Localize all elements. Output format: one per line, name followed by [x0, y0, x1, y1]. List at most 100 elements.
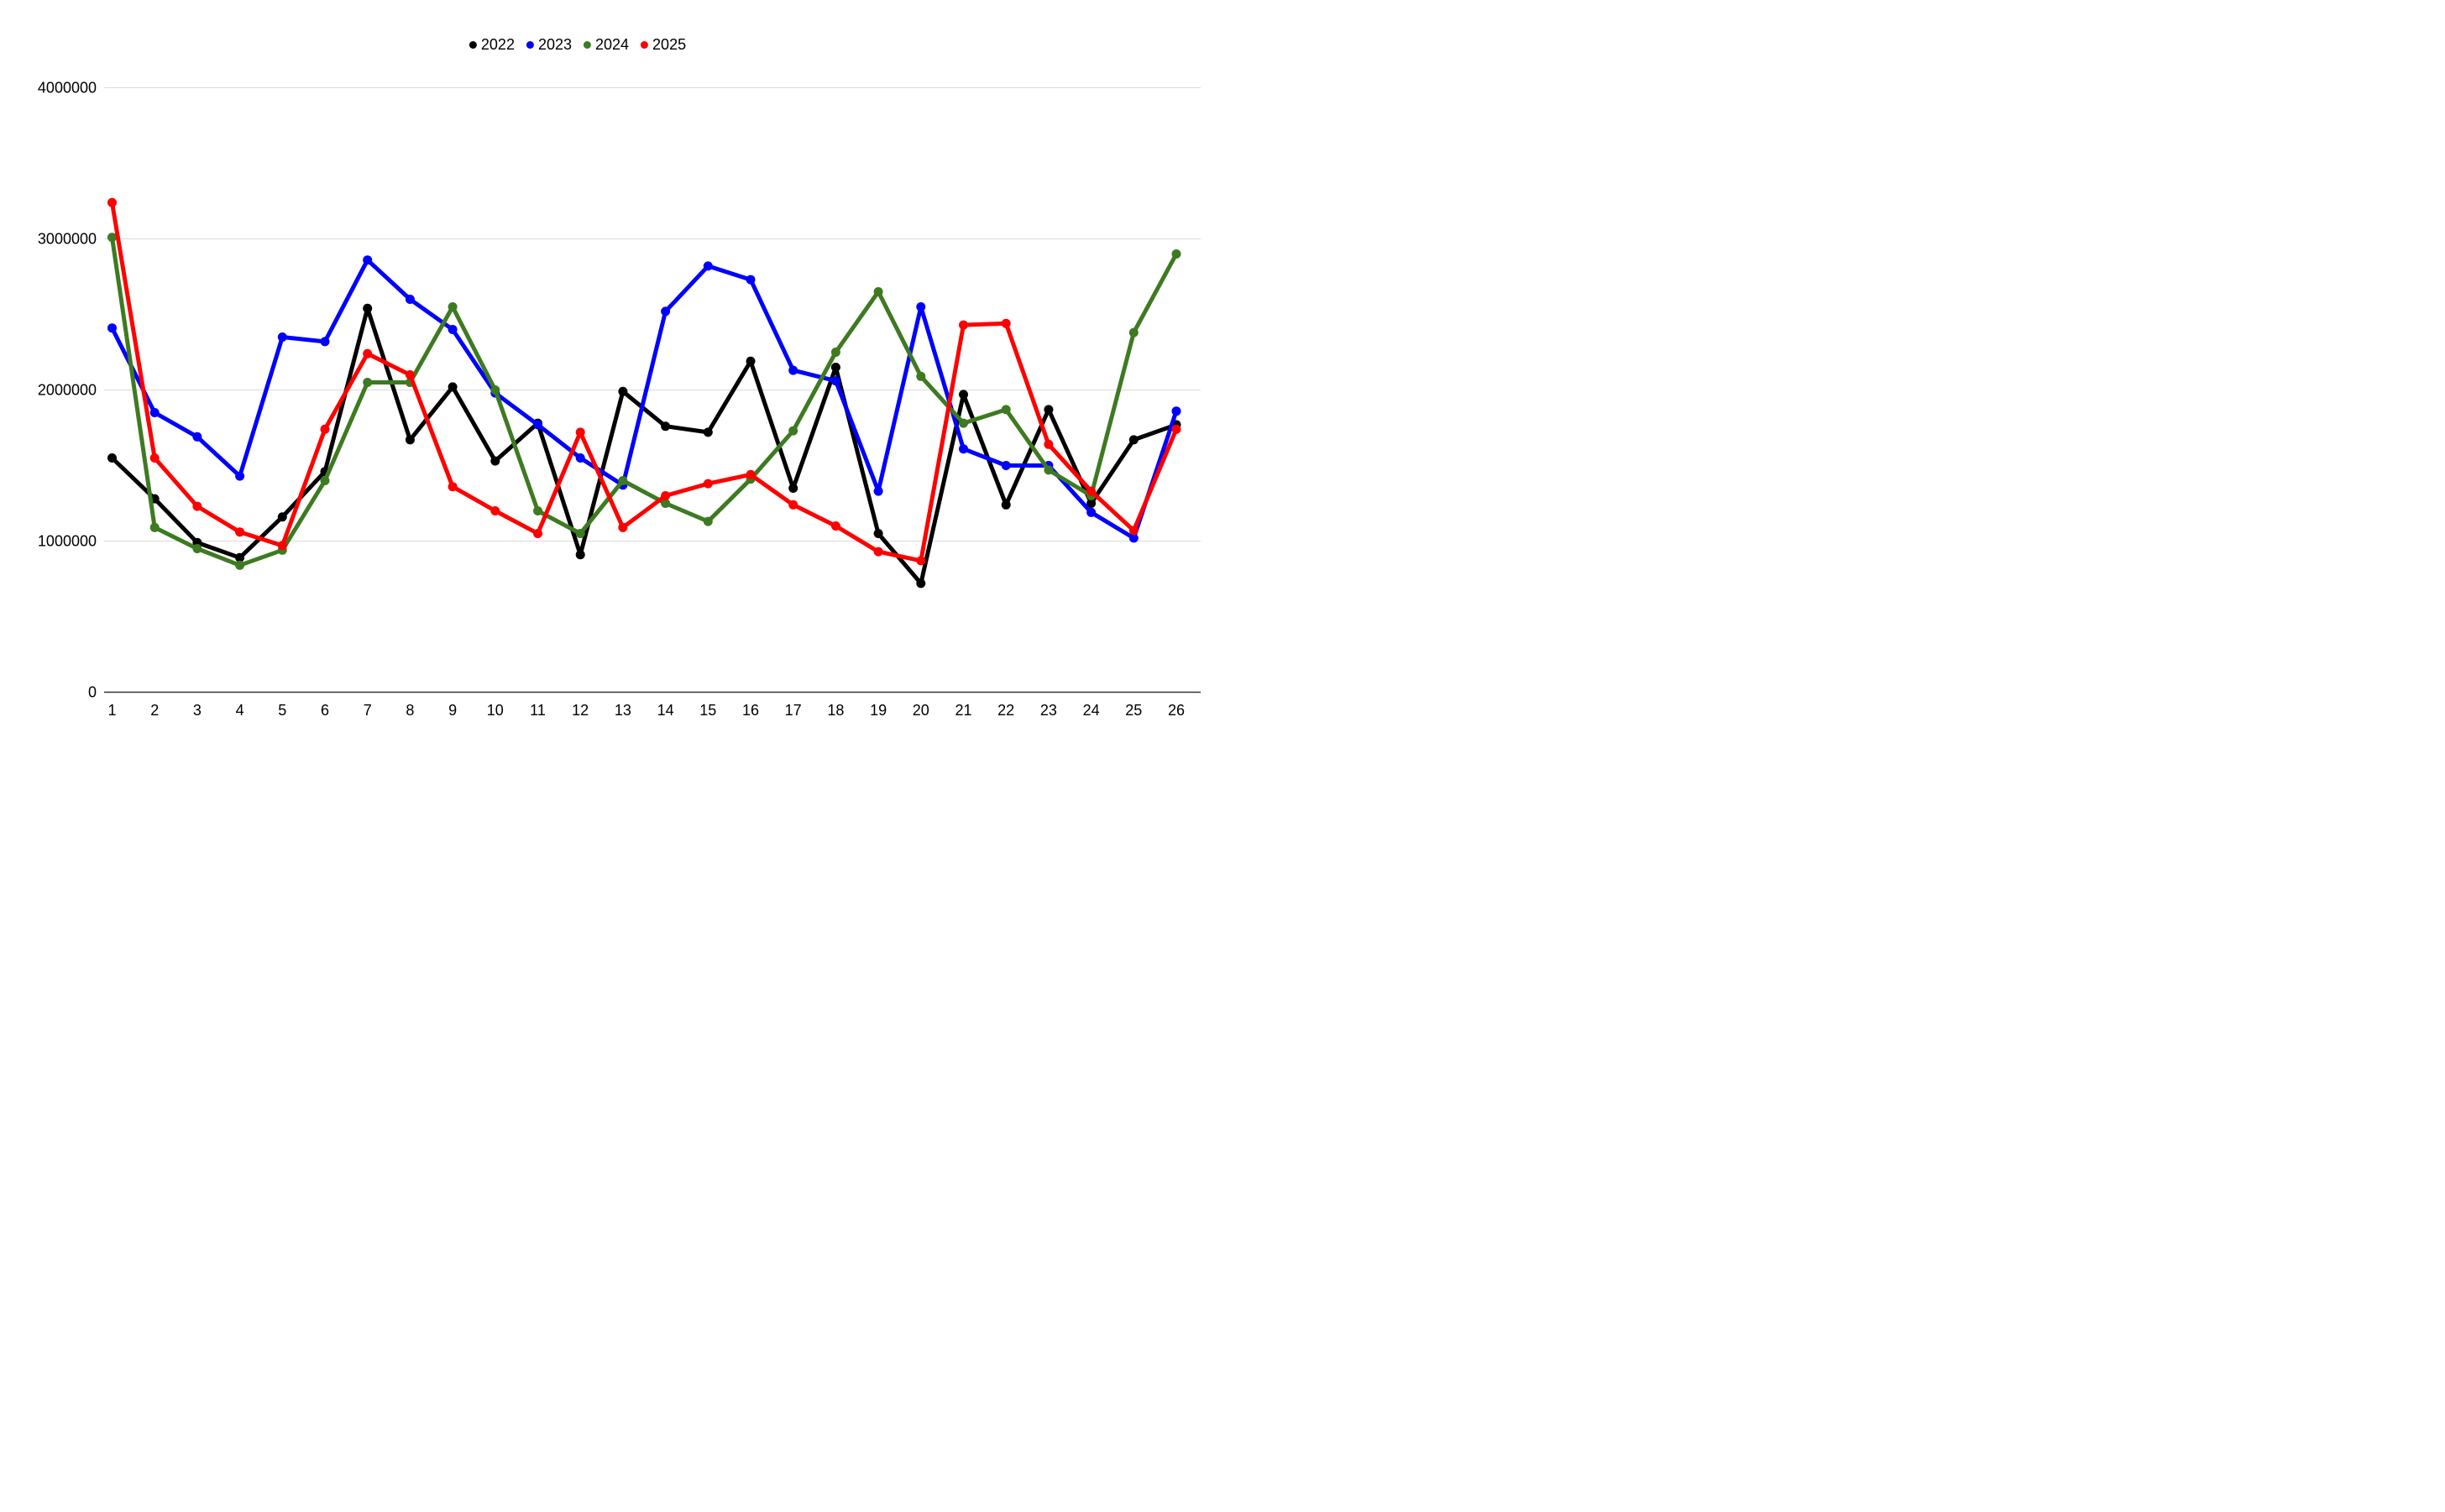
x-axis-tick-label: 9	[448, 702, 457, 719]
series-line-2023	[110, 258, 1179, 541]
data-point-2023-18	[830, 376, 840, 386]
data-point-2024-25	[1128, 327, 1139, 337]
x-axis-tick-label: 18	[827, 702, 844, 719]
legend-item-2023: 2023	[526, 37, 572, 52]
y-axis-tick-label: 1000000	[38, 533, 97, 550]
legend-marker-2022	[469, 40, 477, 49]
data-point-2023-25	[1128, 533, 1139, 543]
legend-marker-2023	[526, 40, 534, 49]
x-axis-tick-label: 14	[657, 702, 674, 719]
data-point-2024-26	[1171, 249, 1181, 259]
data-point-2024-1	[107, 233, 117, 243]
x-axis-tick-label: 25	[1125, 702, 1142, 719]
x-axis-tick-label: 13	[615, 702, 631, 719]
data-point-2025-5	[277, 541, 287, 551]
data-point-2023-1	[107, 323, 117, 333]
data-point-2025-12	[575, 427, 585, 437]
data-point-2025-26	[1171, 424, 1181, 434]
y-axis-tick-label: 2000000	[38, 382, 97, 399]
data-point-2025-14	[661, 491, 671, 500]
data-point-2022-21	[959, 390, 968, 400]
data-point-2023-6	[320, 337, 330, 347]
x-axis-tick-label: 2	[150, 702, 159, 719]
x-axis-tick-label: 12	[572, 702, 589, 719]
x-axis-tick-label: 5	[278, 702, 286, 719]
legend-label-2023: 2023	[537, 36, 572, 53]
data-point-2023-22	[1001, 461, 1011, 470]
data-point-2022-25	[1128, 435, 1139, 445]
legend-marker-2025	[641, 40, 649, 49]
data-point-2022-16	[746, 356, 756, 366]
data-point-2024-19	[873, 287, 883, 296]
data-point-2022-10	[490, 456, 500, 466]
data-point-2023-16	[746, 275, 756, 285]
data-point-2022-20	[916, 578, 926, 589]
data-point-2022-15	[703, 427, 713, 437]
legend-item-2022: 2022	[469, 37, 515, 52]
data-point-2023-15	[703, 261, 713, 271]
data-point-2022-19	[873, 529, 883, 538]
data-point-2025-13	[618, 522, 628, 532]
data-point-2023-26	[1171, 406, 1181, 416]
legend-item-2024: 2024	[584, 37, 629, 52]
data-point-2025-3	[192, 501, 202, 511]
series-line-2025	[110, 200, 1179, 563]
y-axis-tick-label: 3000000	[38, 231, 97, 248]
data-point-2025-4	[235, 527, 245, 537]
data-point-2024-10	[490, 385, 500, 395]
data-point-2025-23	[1044, 439, 1054, 449]
data-point-2024-6	[320, 476, 330, 485]
data-point-2025-17	[788, 500, 798, 510]
data-point-2022-5	[277, 512, 287, 522]
x-axis-tick-label: 26	[1168, 702, 1185, 719]
data-point-2024-23	[1044, 465, 1054, 475]
x-axis-tick-label: 21	[955, 702, 971, 719]
data-point-2024-7	[363, 378, 373, 387]
x-axis-tick-label: 15	[699, 702, 716, 719]
data-point-2023-3	[192, 432, 202, 442]
data-point-2024-12	[575, 529, 585, 538]
data-point-2023-4	[235, 471, 245, 481]
data-point-2024-11	[533, 506, 542, 515]
x-axis-tick-label: 20	[913, 702, 929, 719]
data-point-2023-2	[149, 408, 160, 417]
x-axis-tick-label: 22	[997, 702, 1014, 719]
data-point-2025-7	[363, 348, 373, 358]
data-point-2022-9	[448, 382, 458, 392]
x-axis-tick-label: 6	[321, 702, 329, 719]
data-point-2025-2	[149, 453, 160, 463]
data-point-2024-18	[830, 348, 840, 357]
x-axis-tick-label: 10	[487, 702, 504, 719]
data-point-2024-13	[618, 476, 628, 485]
data-point-2022-14	[661, 421, 671, 432]
data-point-2025-16	[746, 469, 756, 479]
data-point-2024-14	[661, 499, 671, 508]
data-point-2025-6	[320, 424, 330, 434]
data-point-2024-3	[192, 544, 202, 553]
data-point-2024-22	[1001, 405, 1011, 415]
data-point-2022-4	[235, 552, 245, 562]
data-point-2023-9	[448, 325, 458, 334]
data-point-2025-10	[490, 506, 500, 515]
y-axis-tick-label: 4000000	[38, 80, 97, 97]
x-axis-tick-label: 17	[785, 702, 802, 719]
data-point-2025-15	[703, 479, 713, 489]
legend-item-2025: 2025	[641, 37, 686, 52]
data-point-2025-22	[1001, 318, 1011, 328]
data-point-2022-8	[405, 435, 415, 445]
data-point-2023-21	[959, 444, 968, 454]
data-point-2023-8	[405, 295, 415, 304]
data-point-2022-24	[1086, 499, 1097, 508]
data-point-2025-11	[533, 529, 542, 538]
data-point-2024-2	[149, 522, 160, 532]
data-point-2024-17	[788, 426, 798, 436]
data-point-2025-8	[405, 370, 415, 379]
chart-container: 2022 2023 2024 2025 0 1000000 2000000 3000000 4…	[0, 0, 1222, 756]
data-point-2022-22	[1001, 500, 1011, 510]
data-point-2024-9	[448, 302, 458, 311]
chart-legend: 2022 2023 2024 2025	[469, 37, 686, 52]
data-point-2023-14	[661, 306, 671, 317]
series-line-2022	[110, 306, 1179, 586]
data-point-2025-20	[916, 556, 926, 566]
